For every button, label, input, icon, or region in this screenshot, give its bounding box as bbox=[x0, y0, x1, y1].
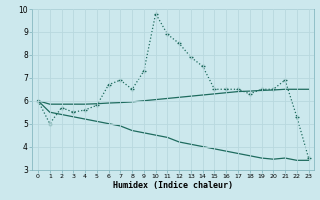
X-axis label: Humidex (Indice chaleur): Humidex (Indice chaleur) bbox=[113, 181, 233, 190]
